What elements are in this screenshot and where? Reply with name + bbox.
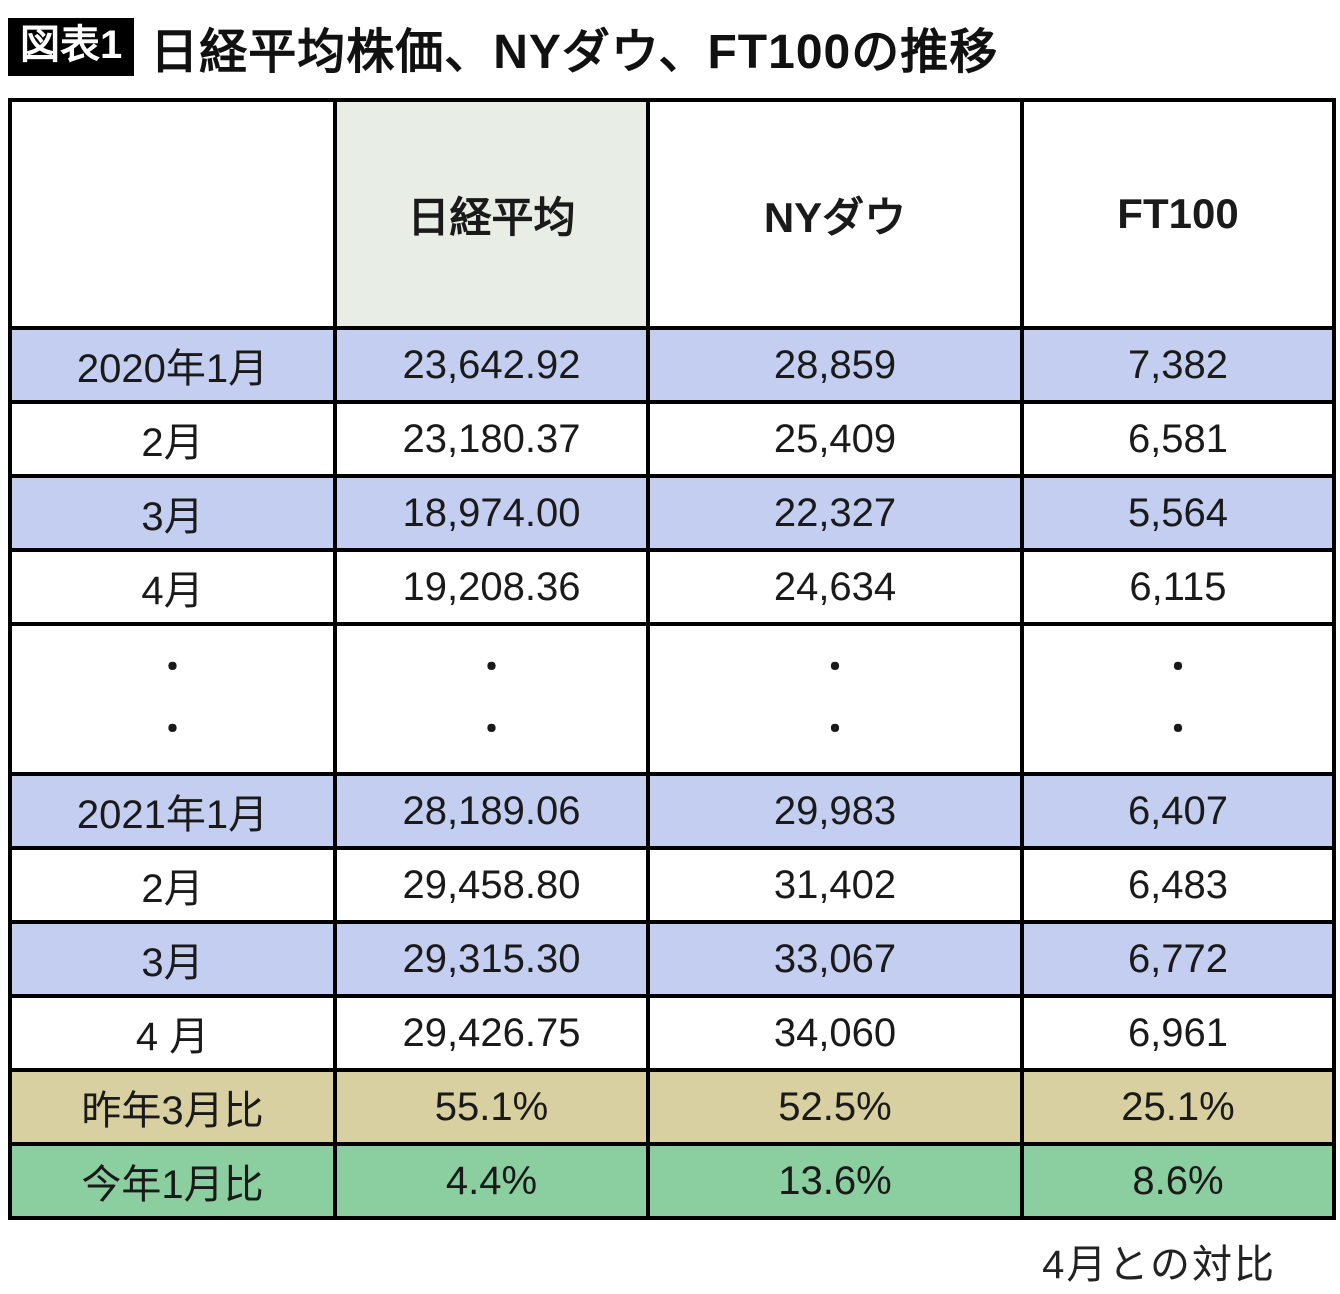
- ellipsis-dot: ・: [818, 711, 852, 749]
- ellipsis-dot: ・: [155, 649, 190, 687]
- cell-ft100: 6,115: [1020, 548, 1336, 626]
- cell-nikkei: 28,189.06: [333, 772, 650, 850]
- page-title: 日経平均株価、NYダウ、FT100の推移: [150, 26, 999, 79]
- cell-nydow: 52.5%: [646, 1068, 1024, 1146]
- column-header-nydow: NYダウ: [646, 98, 1024, 330]
- corner-cell: [8, 98, 337, 330]
- ellipsis-dots: ・ ・: [12, 651, 333, 747]
- cell-nydow: 28,859: [646, 326, 1024, 404]
- table-header-row: 日経平均 NYダウ FT100: [8, 98, 1336, 330]
- row-label: 3月: [8, 474, 337, 552]
- row-label: 昨年3月比: [8, 1068, 337, 1146]
- cell-nydow: 22,327: [646, 474, 1024, 552]
- cell-ft100: 6,483: [1020, 846, 1336, 924]
- cell-nikkei: 29,315.30: [333, 920, 650, 998]
- ellipsis-cell: ・ ・: [8, 622, 337, 776]
- table-row-2021-01: 2021年1月 28,189.06 29,983 6,407: [8, 772, 1336, 850]
- ellipsis-dot: ・: [818, 649, 852, 687]
- column-header-ft100: FT100: [1020, 98, 1336, 330]
- row-label: 2月: [8, 400, 337, 478]
- cell-nydow: 25,409: [646, 400, 1024, 478]
- table-row-2020-01: 2020年1月 23,642.92 28,859 7,382: [8, 326, 1336, 404]
- ellipsis-dots: ・ ・: [337, 651, 646, 747]
- cell-ft100: 8.6%: [1020, 1142, 1336, 1220]
- cell-nikkei: 55.1%: [333, 1068, 650, 1146]
- table-row-2020-04: 4月 19,208.36 24,634 6,115: [8, 548, 1336, 626]
- cell-ft100: 6,407: [1020, 772, 1336, 850]
- row-label: 今年1月比: [8, 1142, 337, 1220]
- cell-ft100: 7,382: [1020, 326, 1336, 404]
- cell-ft100: 6,581: [1020, 400, 1336, 478]
- cell-nydow: 34,060: [646, 994, 1024, 1072]
- cell-nydow: 13.6%: [646, 1142, 1024, 1220]
- table-row-2020-02: 2月 23,180.37 25,409 6,581: [8, 400, 1336, 478]
- cell-ft100: 25.1%: [1020, 1068, 1336, 1146]
- cell-ft100: 6,772: [1020, 920, 1336, 998]
- cell-nikkei: 29,458.80: [333, 846, 650, 924]
- figure-title-bar: 図表1 日経平均株価、NYダウ、FT100の推移: [8, 8, 1332, 98]
- cell-nikkei: 18,974.00: [333, 474, 650, 552]
- table-row-2020-03: 3月 18,974.00 22,327 5,564: [8, 474, 1336, 552]
- cell-ft100: 6,961: [1020, 994, 1336, 1072]
- table-row-vs-last-march: 昨年3月比 55.1% 52.5% 25.1%: [8, 1068, 1336, 1146]
- ellipsis-cell: ・ ・: [646, 622, 1024, 776]
- cell-nydow: 31,402: [646, 846, 1024, 924]
- table-footnote: 4月との対比: [1042, 1243, 1276, 1287]
- ellipsis-dots: ・ ・: [650, 651, 1020, 747]
- row-label: 2月: [8, 846, 337, 924]
- ellipsis-dot: ・: [1161, 711, 1195, 749]
- row-label: 2020年1月: [8, 326, 337, 404]
- ellipsis-dot: ・: [155, 711, 190, 749]
- table-row-ellipsis: ・ ・ ・ ・ ・ ・: [8, 622, 1336, 776]
- ellipsis-dots: ・ ・: [1024, 651, 1332, 747]
- ellipsis-dot: ・: [1161, 649, 1195, 687]
- table-row-2021-04: 4 月 29,426.75 34,060 6,961: [8, 994, 1336, 1072]
- stock-index-table: 日経平均 NYダウ FT100 2020年1月 23,642.92 28,859…: [8, 98, 1336, 1220]
- table-row-vs-this-january: 今年1月比 4.4% 13.6% 8.6%: [8, 1142, 1336, 1220]
- cell-nikkei: 23,642.92: [333, 326, 650, 404]
- table-row-2021-03: 3月 29,315.30 33,067 6,772: [8, 920, 1336, 998]
- row-label: 2021年1月: [8, 772, 337, 850]
- ellipsis-dot: ・: [474, 649, 509, 687]
- cell-nydow: 33,067: [646, 920, 1024, 998]
- ellipsis-cell: ・ ・: [1020, 622, 1336, 776]
- figure-number-badge: 図表1: [8, 18, 135, 76]
- ellipsis-cell: ・ ・: [333, 622, 650, 776]
- ellipsis-dot: ・: [474, 711, 509, 749]
- column-header-nikkei: 日経平均: [333, 98, 650, 330]
- cell-nikkei: 4.4%: [333, 1142, 650, 1220]
- cell-nikkei: 23,180.37: [333, 400, 650, 478]
- cell-nikkei: 19,208.36: [333, 548, 650, 626]
- cell-ft100: 5,564: [1020, 474, 1336, 552]
- cell-nydow: 24,634: [646, 548, 1024, 626]
- row-label: 4月: [8, 548, 337, 626]
- cell-nydow: 29,983: [646, 772, 1024, 850]
- cell-nikkei: 29,426.75: [333, 994, 650, 1072]
- table-row-2021-02: 2月 29,458.80 31,402 6,483: [8, 846, 1336, 924]
- row-label: 4 月: [8, 994, 337, 1072]
- row-label: 3月: [8, 920, 337, 998]
